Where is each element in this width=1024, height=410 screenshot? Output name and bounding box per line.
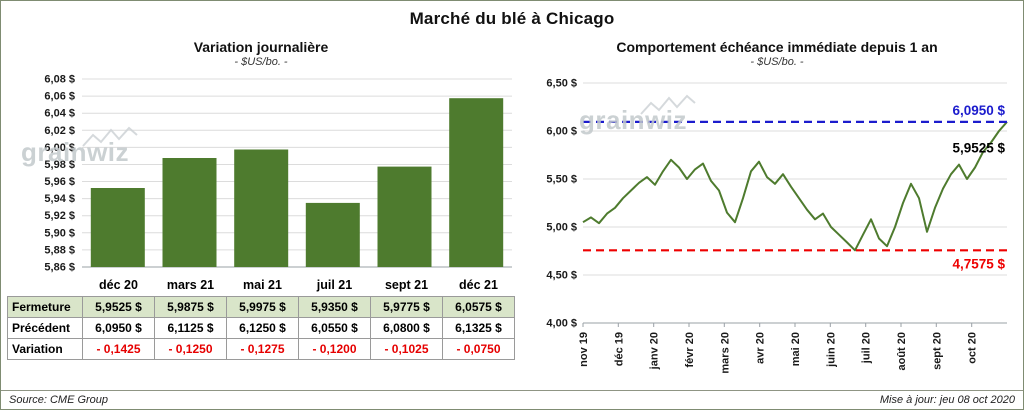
cell-precedent: 6,1325 $ [442,317,515,339]
svg-text:4,00 $: 4,00 $ [546,318,577,330]
panel-daily-variation: Variation journalière - $US/bo. - 5,86 $… [7,39,515,360]
cell-fermeture: 5,9975 $ [226,296,299,318]
cell-variation: - 0,1025 [370,338,443,360]
annotation-label: 5,9525 $ [952,141,1005,156]
bar [90,188,145,267]
svg-text:5,98 $: 5,98 $ [44,159,75,171]
svg-text:juin 20: juin 20 [825,332,837,368]
category-row: déc 20 mars 21 mai 21 juil 21 sept 21 déc 21 [8,275,515,297]
cell-variation: - 0,1250 [154,338,227,360]
cell-fermeture: 5,9775 $ [370,296,443,318]
svg-text:4,50 $: 4,50 $ [546,270,577,282]
svg-text:5,94 $: 5,94 $ [44,193,75,205]
svg-text:6,00 $: 6,00 $ [44,142,75,154]
cell-precedent: 6,1125 $ [154,317,227,339]
svg-text:5,00 $: 5,00 $ [546,222,577,234]
svg-text:juil 20: juil 20 [861,332,873,364]
cell-precedent: 6,0950 $ [82,317,155,339]
svg-text:5,88 $: 5,88 $ [44,244,75,256]
left-chart-subtitle: - $US/bo. - [234,56,288,68]
category-label: mars 21 [166,277,215,292]
svg-text:5,92 $: 5,92 $ [44,210,75,222]
table-row-precedent: Précédent 6,0950 $6,1125 $6,1250 $6,0550 … [7,317,515,339]
bar-chart: 5,86 $ 5,88 $ 5,90 $ 5,92 $ 5,94 $ 5,96 $ 5,98… [44,74,512,274]
row-label-variation: Variation [7,338,83,360]
cell-variation: - 0,1200 [298,338,371,360]
svg-text:6,00 $: 6,00 $ [546,126,577,138]
right-chart-title: Comportement échéance immédiate depuis 1… [616,39,938,55]
left-chart-title: Variation journalière [193,39,329,55]
svg-text:6,06 $: 6,06 $ [44,91,75,103]
svg-text:mars 20: mars 20 [719,332,731,374]
svg-text:nov 19: nov 19 [578,332,590,367]
cell-variation: - 0,1425 [82,338,155,360]
svg-text:déc 19: déc 19 [613,332,625,366]
bar [162,158,217,267]
category-label: déc 21 [459,277,498,292]
bar [305,202,360,267]
cell-precedent: 6,1250 $ [226,317,299,339]
svg-text:5,96 $: 5,96 $ [44,176,75,188]
svg-text:oct 20: oct 20 [967,332,979,364]
category-spacer [8,275,83,297]
row-label-precedent: Précédent [7,317,83,339]
annotation-label: 6,0950 $ [952,103,1005,118]
cell-fermeture: 5,9350 $ [298,296,371,318]
table-row-variation: Variation - 0,1425- 0,1250- 0,1275- 0,120… [7,338,515,360]
svg-text:5,50 $: 5,50 $ [546,174,577,186]
svg-text:5,90 $: 5,90 $ [44,227,75,239]
bar [449,98,504,267]
row-label-fermeture: Fermeture [7,296,83,318]
line-chart: 4,00 $ 4,50 $ 5,00 $ 5,50 $ 6,00 $ 6,50 $ nov … [546,78,1008,374]
right-chart-subtitle: - $US/bo. - [750,56,804,68]
footer: Source: CME Group Mise à jour: jeu 08 oc… [1,390,1023,407]
panel-nearby-contract: Comportement échéance immédiate depuis 1… [535,39,1019,387]
svg-text:6,04 $: 6,04 $ [44,108,75,120]
svg-text:6,50 $: 6,50 $ [546,78,577,90]
cell-fermeture: 5,9525 $ [82,296,155,318]
svg-text:avr 20: avr 20 [755,332,767,364]
svg-text:6,08 $: 6,08 $ [44,74,75,86]
svg-text:févr 20: févr 20 [684,332,696,367]
category-label: mai 21 [243,277,282,292]
svg-text:mai 20: mai 20 [790,332,802,366]
category-label: déc 20 [99,277,138,292]
svg-text:janv 20: janv 20 [649,332,661,370]
cell-fermeture: 5,9875 $ [154,296,227,318]
cell-precedent: 6,0800 $ [370,317,443,339]
svg-text:6,02 $: 6,02 $ [44,125,75,137]
page-title: Marché du blé à Chicago [409,9,615,28]
price-line [582,121,1008,252]
cell-variation: - 0,0750 [442,338,515,360]
bar [377,166,432,267]
updated-label: Mise à jour: jeu 08 oct 2020 [879,394,1015,406]
annotation-label: 4,7575 $ [952,256,1005,271]
cell-precedent: 6,0550 $ [298,317,371,339]
category-label: juil 21 [316,277,353,292]
source-label: Source: CME Group [9,394,109,406]
cell-variation: - 0,1275 [226,338,299,360]
svg-text:sept 20: sept 20 [931,332,943,370]
svg-text:5,86 $: 5,86 $ [44,262,75,274]
table-row-fermeture: Fermeture 5,9525 $5,9875 $5,9975 $5,9350 … [7,296,515,318]
svg-text:août 20: août 20 [896,332,908,371]
values-table: déc 20 mars 21 mai 21 juil 21 sept 21 déc 21 F… [7,275,515,360]
category-label: sept 21 [384,277,429,292]
bar [234,149,289,267]
cell-fermeture: 6,0575 $ [442,296,515,318]
